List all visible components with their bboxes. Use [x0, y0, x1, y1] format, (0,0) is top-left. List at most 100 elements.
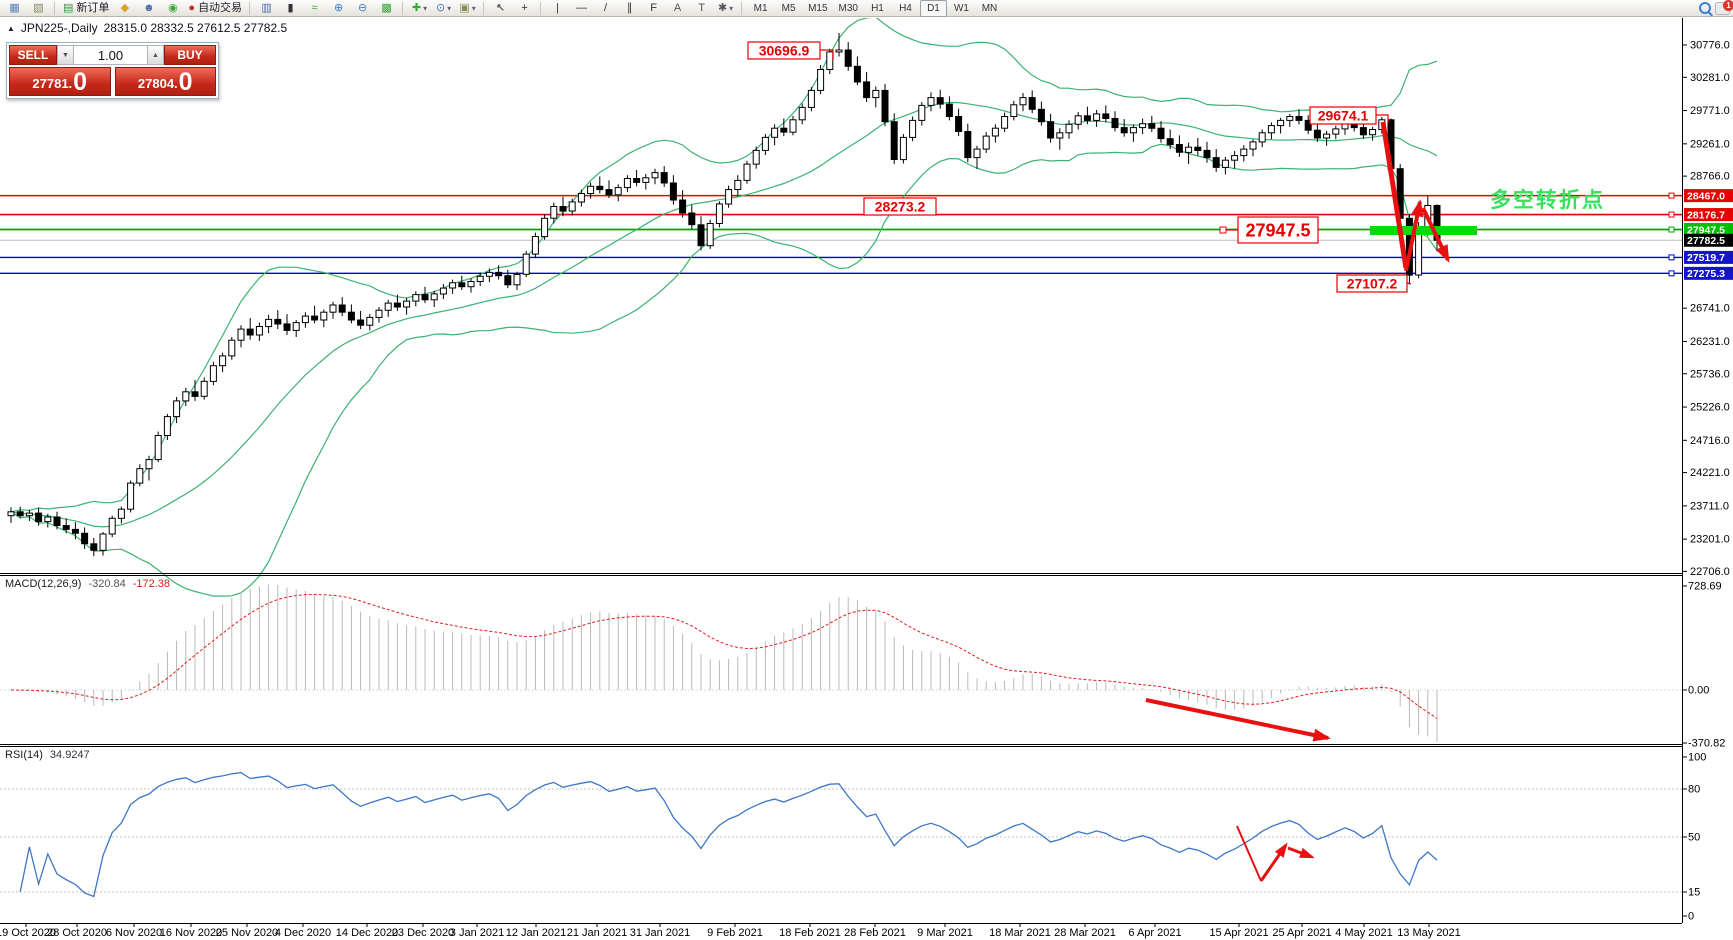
template-icon[interactable]: ▣ ▾ — [456, 0, 479, 17]
svg-text:23201.0: 23201.0 — [1690, 534, 1730, 546]
arrow-annotations[interactable] — [1145, 121, 1450, 882]
collapse-icon[interactable]: ▲ — [7, 23, 15, 33]
volume-increase-button[interactable]: ▲ — [147, 45, 164, 65]
candle — [522, 253, 530, 275]
new-order-button: ▤ — [63, 1, 74, 14]
period-icon[interactable]: ⊙ ▾ — [432, 0, 455, 17]
bar-chart-icon[interactable]: ▥ — [255, 0, 278, 17]
indicators-icon[interactable]: ✚ ▾ — [408, 0, 431, 17]
price-label-annotation[interactable] — [863, 197, 937, 216]
crosshair-icon[interactable]: + — [513, 0, 536, 17]
sell-price[interactable]: 27781. 0 — [9, 67, 111, 96]
candle — [1194, 146, 1202, 151]
arrows-icon: ✱ — [717, 1, 728, 14]
line-handle[interactable] — [1668, 254, 1675, 261]
chart-window-icon[interactable]: ▦ — [3, 0, 26, 17]
svg-text:26741.0: 26741.0 — [1690, 303, 1730, 315]
line-handle[interactable] — [1668, 211, 1675, 218]
search-icon[interactable] — [1699, 2, 1711, 14]
candle — [798, 106, 806, 121]
arrow-annotation[interactable] — [1380, 121, 1409, 269]
horizontal-line-icon[interactable]: — — [570, 0, 593, 17]
text-icon[interactable]: A — [666, 0, 689, 17]
timeframe-h4-button[interactable]: H4 — [899, 2, 912, 14]
cursor-icon[interactable]: ↖ — [489, 0, 512, 17]
notifications-icon[interactable]: 1 — [1715, 0, 1733, 15]
candle — [347, 311, 355, 321]
chart-canvas[interactable]: 30776.0 30281.0 29771.0 29261.0 28766.0 26741… — [0, 18, 1733, 940]
arrow-annotation[interactable] — [1145, 698, 1329, 740]
timeframe-h1-button[interactable]: H1 — [871, 2, 884, 14]
timeframe-d1-button[interactable]: D1 — [919, 0, 947, 17]
zoom-in-icon: ⊕ — [333, 1, 344, 14]
bollinger-bands — [10, 18, 1438, 597]
candle — [1065, 123, 1073, 134]
candle — [936, 97, 944, 105]
chart-title: ▲ JPN225-,Daily 28315.0 28332.5 27612.5 … — [7, 21, 287, 35]
data-window-icon[interactable]: ▧ — [27, 0, 50, 17]
svg-text:4 Dec 2020: 4 Dec 2020 — [275, 927, 331, 939]
timeframe-m1-button[interactable]: M1 — [753, 2, 768, 14]
line-handle[interactable] — [1668, 270, 1675, 277]
candle — [1304, 119, 1312, 131]
zoom-in-icon[interactable]: ⊕ — [327, 0, 350, 17]
autotrading-button[interactable]: ● 自动交易 — [185, 0, 245, 17]
candle — [991, 127, 999, 137]
signal-icon[interactable]: ◉ — [161, 0, 184, 17]
candle — [1175, 144, 1183, 153]
candle — [173, 400, 181, 418]
label-icon[interactable]: T — [690, 0, 713, 17]
trendline-icon[interactable]: / — [594, 0, 617, 17]
candle — [1249, 141, 1257, 150]
volume-input[interactable]: 1.00 — [74, 45, 147, 65]
candle — [25, 512, 33, 517]
volume-decrease-button[interactable]: ▼ — [57, 45, 74, 65]
svg-text:21 Jan 2021: 21 Jan 2021 — [567, 927, 628, 939]
highlight-zone[interactable] — [1370, 226, 1477, 235]
candle — [1093, 113, 1101, 121]
line-handle[interactable] — [1668, 192, 1675, 199]
timeframe-mn-button[interactable]: MN — [981, 2, 998, 14]
candle — [292, 322, 300, 331]
fibonacci-icon[interactable]: F — [642, 0, 665, 17]
candle — [495, 271, 503, 277]
candle — [789, 119, 797, 133]
sell-button[interactable]: SELL — [9, 45, 57, 65]
timeframe-w1-button[interactable]: W1 — [953, 2, 969, 14]
candle — [761, 136, 769, 151]
timeframe-m30-button[interactable]: M30 — [838, 2, 858, 14]
channel-icon[interactable]: ∥ — [618, 0, 641, 17]
zoom-out-icon[interactable]: ⊖ — [351, 0, 374, 17]
candle — [1267, 125, 1275, 134]
arrow-annotation[interactable] — [1236, 825, 1262, 882]
line-chart-icon[interactable]: ≈ — [303, 0, 326, 17]
svg-text:28 Feb 2021: 28 Feb 2021 — [844, 927, 906, 939]
vertical-line-icon[interactable]: | — [546, 0, 569, 17]
styles-bucket-icon[interactable]: ◆ — [113, 0, 136, 17]
candlestick-chart-icon[interactable]: ▮ — [279, 0, 302, 17]
tile-windows-icon[interactable]: ▩ — [375, 0, 398, 17]
price-label-annotation[interactable] — [1237, 216, 1319, 244]
profile-icon[interactable]: ☻ — [137, 0, 160, 17]
panel-borders — [0, 18, 1683, 924]
price-label-annotations[interactable]: 30696.9 29674.1 28273.2 27947.5 27107.2 — [747, 41, 1412, 293]
arrows-icon[interactable]: ✱ ▾ — [714, 0, 737, 17]
candle — [660, 172, 668, 184]
timeframe-m15-button[interactable]: M15 — [808, 2, 828, 14]
candle — [1203, 149, 1211, 159]
candle — [688, 212, 696, 226]
annotation-text[interactable]: 多空转折点 — [1490, 188, 1605, 212]
svg-text:6 Apr 2021: 6 Apr 2021 — [1128, 927, 1181, 939]
timeframe-m5-button[interactable]: M5 — [781, 2, 796, 14]
candle — [1111, 118, 1119, 129]
candle — [412, 294, 420, 302]
buy-price[interactable]: 27804. 0 — [114, 67, 216, 96]
candle — [1185, 146, 1193, 153]
candle — [550, 206, 558, 219]
new-order-button[interactable]: ▤ 新订单 — [60, 0, 112, 17]
svg-text:28176.7: 28176.7 — [1687, 209, 1725, 221]
buy-button[interactable]: BUY — [164, 45, 216, 65]
svg-text:25 Nov 2020: 25 Nov 2020 — [216, 927, 278, 939]
text-icon: A — [673, 1, 682, 14]
line-handle[interactable] — [1668, 226, 1675, 233]
